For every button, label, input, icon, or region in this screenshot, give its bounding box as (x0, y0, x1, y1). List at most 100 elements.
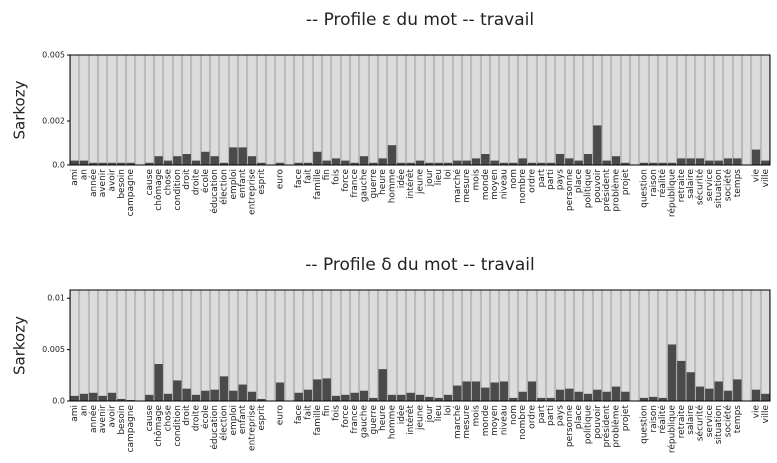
bar-background (331, 54, 341, 166)
bar (583, 393, 593, 401)
x-tick-label: question (640, 169, 650, 208)
bar-background (583, 54, 593, 166)
bar (247, 156, 257, 165)
y-axis-label: Sarkozy (11, 316, 29, 375)
bar (425, 162, 434, 165)
bar (667, 162, 677, 165)
bar (527, 381, 537, 401)
bar (191, 394, 201, 401)
bar-background (564, 54, 574, 166)
x-tick-label: moyen (490, 405, 500, 436)
plot-frame (69, 54, 771, 166)
bar-background (116, 54, 126, 166)
bar (611, 156, 621, 165)
bar (490, 382, 499, 401)
bar (331, 158, 341, 165)
bar (126, 399, 135, 401)
x-tick-label: raison (649, 405, 659, 433)
bar-background (546, 54, 556, 166)
bar (695, 386, 705, 401)
bar (499, 381, 509, 401)
bar (761, 393, 770, 401)
bar (294, 162, 303, 165)
bar-background (760, 289, 770, 402)
x-tick-label: esprit (257, 405, 267, 431)
x-tick-label: nombre (518, 169, 528, 204)
bar-background (163, 289, 173, 402)
x-tick-label: raison (649, 169, 659, 197)
x-tick-label: ami (70, 405, 80, 422)
bar-background (98, 54, 108, 166)
bar (145, 162, 154, 165)
bar (705, 388, 714, 401)
bar-background (415, 289, 425, 402)
bar-background (480, 289, 490, 402)
x-tick-label: emploi (229, 169, 239, 200)
bar-background (434, 54, 444, 166)
x-tick-label: année (88, 169, 99, 197)
bar (658, 397, 667, 401)
bar (107, 392, 117, 401)
bar-background (751, 289, 761, 402)
bar (154, 156, 163, 165)
bar (341, 394, 350, 401)
x-tick-label: ordre (528, 169, 538, 193)
bar-background (359, 54, 369, 166)
bar-background (284, 289, 294, 402)
bar (714, 381, 723, 401)
x-tick-label: lieu (434, 169, 444, 185)
x-tick-label: euro (276, 405, 286, 426)
bar-background (340, 289, 350, 402)
x-tick-label: république (667, 169, 678, 218)
bar (406, 162, 415, 165)
bar-background (723, 54, 733, 166)
bar-background (648, 289, 658, 402)
bar-background (191, 54, 201, 166)
x-tick-label: guerre (369, 405, 379, 435)
bar (723, 390, 733, 401)
bar-background (144, 54, 154, 166)
bar (621, 162, 630, 165)
bar-background (658, 289, 668, 402)
bar-background (751, 54, 761, 166)
bar-background (350, 289, 360, 402)
bar-background (116, 289, 126, 402)
bar-background (443, 54, 453, 166)
x-tick-label: vie (752, 169, 762, 183)
bar-background (200, 54, 210, 166)
bar (89, 392, 98, 401)
bar (499, 162, 509, 165)
bar-background (172, 54, 182, 166)
y-axis-label: Sarkozy (11, 80, 29, 139)
bar (173, 156, 182, 165)
bar-background (732, 54, 742, 166)
x-tick-label: an (80, 169, 90, 180)
bar-background (695, 54, 705, 166)
bar-background (667, 54, 677, 166)
y-tick-label: 0.005 (42, 345, 65, 354)
bar (677, 360, 686, 401)
bar (733, 379, 742, 401)
x-tick-label: société (723, 169, 734, 202)
x-tick-label: loi (444, 405, 454, 416)
x-tick-label: service (705, 405, 715, 438)
bar (574, 160, 583, 165)
x-tick-label: fois (332, 405, 342, 421)
bar (191, 160, 201, 165)
bar (537, 397, 546, 401)
bar (546, 397, 555, 401)
x-tick-label: temps (733, 405, 743, 434)
x-tick-label: chômage (153, 405, 164, 447)
bar-background (471, 54, 481, 166)
bar (527, 162, 537, 165)
bar (369, 162, 378, 165)
bar (667, 344, 677, 401)
x-tick-label: moyen (490, 169, 500, 200)
bar (117, 398, 126, 401)
x-tick-label: homme (388, 405, 398, 440)
bar-background (434, 289, 444, 402)
bar (602, 391, 611, 401)
bar (537, 162, 546, 165)
bar-background (490, 54, 500, 166)
